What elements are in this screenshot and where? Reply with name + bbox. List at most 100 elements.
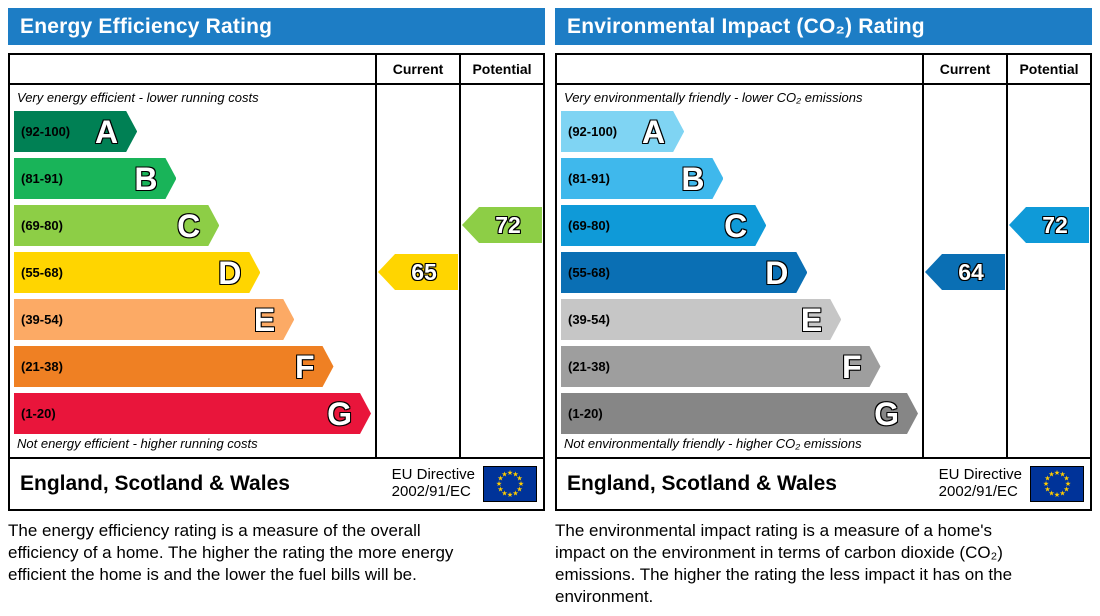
svg-text:★: ★	[507, 469, 513, 477]
environmental-band-chart: Very environmentally friendly - lower CO…	[557, 85, 922, 457]
band-c: (69-80) C	[14, 205, 219, 246]
band-a: (92-100) A	[14, 111, 137, 152]
band-letter: F	[294, 348, 315, 385]
band-range: (21-38)	[568, 359, 610, 374]
band-g: (1-20) G	[561, 393, 918, 434]
top-note: Very environmentally friendly - lower CO…	[564, 90, 863, 105]
svg-text:★: ★	[501, 490, 507, 498]
panel-title-text: Environmental Impact (CO₂) Rating	[567, 14, 925, 38]
band-range: (55-68)	[568, 265, 610, 280]
top-note: Very energy efficient - lower running co…	[17, 90, 259, 105]
eu-directive-line1: EU Directive	[391, 466, 475, 484]
eu-directive-label: EU Directive 2002/91/EC	[391, 466, 475, 501]
svg-text:★: ★	[512, 470, 518, 478]
band-letter: B	[134, 160, 158, 197]
potential-rating-value: 72	[1042, 211, 1068, 238]
bottom-note: Not energy efficient - higher running co…	[17, 436, 258, 451]
empty-header-cell	[557, 55, 922, 83]
table-footer: England, Scotland & Wales EU Directive 2…	[10, 457, 543, 509]
eu-directive-line2: 2002/91/EC	[391, 483, 471, 500]
potential-rating-arrow: 72	[462, 207, 542, 243]
band-range: (92-100)	[21, 124, 71, 139]
energy-efficiency-panel: Energy Efficiency Rating Current Potenti…	[8, 8, 545, 608]
band-b: (81-91) B	[561, 158, 723, 199]
band-d: (55-68) D	[14, 252, 260, 293]
band-list: (92-100) A (81-91) B (69-80) C (55-68) D	[561, 111, 918, 434]
svg-text:★: ★	[497, 475, 503, 483]
band-letter: C	[724, 207, 748, 244]
band-letter: C	[177, 207, 201, 244]
potential-column-header: Potential	[459, 55, 543, 83]
svg-text:★: ★	[1044, 486, 1050, 494]
band-letter: A	[642, 113, 666, 150]
band-a: (92-100) A	[561, 111, 684, 152]
band-range: (92-100)	[568, 124, 618, 139]
bottom-note: Not environmentally friendly - higher CO…	[564, 436, 862, 451]
current-rating-arrow: 64	[925, 254, 1005, 290]
energy-rating-table: Current Potential Very energy efficient …	[8, 53, 545, 511]
potential-rating-arrow: 72	[1009, 207, 1089, 243]
panel-title-text: Energy Efficiency Rating	[20, 14, 273, 38]
svg-text:★: ★	[1065, 480, 1071, 488]
region-label: England, Scotland & Wales	[20, 472, 290, 495]
svg-text:★: ★	[1043, 480, 1049, 488]
band-letter: E	[800, 301, 823, 338]
table-footer: England, Scotland & Wales EU Directive 2…	[557, 457, 1090, 509]
band-e: (39-54) E	[561, 299, 841, 340]
band-letter: F	[841, 348, 862, 385]
band-letter: G	[874, 395, 899, 432]
band-letter: G	[327, 395, 352, 432]
band-range: (39-54)	[568, 312, 610, 327]
band-letter: E	[253, 301, 276, 338]
svg-text:★: ★	[1044, 475, 1050, 483]
svg-text:★: ★	[1054, 469, 1060, 477]
band-range: (69-80)	[21, 218, 63, 233]
current-rating-value: 65	[411, 258, 437, 285]
band-letter: D	[218, 254, 242, 291]
band-range: (81-91)	[568, 171, 610, 186]
band-c: (69-80) C	[561, 205, 766, 246]
band-range: (1-20)	[568, 406, 603, 421]
svg-text:★: ★	[1054, 491, 1060, 499]
potential-column-header: Potential	[1006, 55, 1090, 83]
potential-rating-value: 72	[495, 211, 521, 238]
band-letter: B	[681, 160, 705, 197]
band-g: (1-20) G	[14, 393, 371, 434]
band-range: (81-91)	[21, 171, 63, 186]
table-body: Very environmentally friendly - lower CO…	[557, 85, 1090, 457]
svg-text:★: ★	[1063, 486, 1069, 494]
svg-text:★: ★	[507, 491, 513, 499]
band-f: (21-38) F	[561, 346, 881, 387]
environmental-impact-panel: Environmental Impact (CO₂) Rating Curren…	[555, 8, 1092, 608]
svg-text:★: ★	[497, 486, 503, 494]
svg-text:★: ★	[1048, 490, 1054, 498]
environmental-panel-title: Environmental Impact (CO₂) Rating	[555, 8, 1092, 45]
table-header-row: Current Potential	[10, 55, 543, 85]
panel-description: The environmental impact rating is a mea…	[555, 521, 1013, 607]
svg-text:★: ★	[1063, 475, 1069, 483]
eu-flag-stars: ★ ★★★★★★★★★★★	[1043, 469, 1071, 499]
eu-flag-icon: ★ ★★★★★★★★★★★	[1030, 466, 1084, 502]
band-range: (69-80)	[568, 218, 610, 233]
band-list: (92-100) A (81-91) B (69-80) C (55-68) D	[14, 111, 371, 434]
band-letter: D	[765, 254, 789, 291]
eu-directive-line2: 2002/91/EC	[938, 483, 1018, 500]
current-rating-value: 64	[958, 258, 984, 285]
band-range: (39-54)	[21, 312, 63, 327]
band-range: (21-38)	[21, 359, 63, 374]
eu-flag-stars: ★ ★★★★★★★★★★★	[496, 469, 524, 499]
potential-column: 72	[1006, 85, 1090, 457]
current-column: 64	[922, 85, 1006, 457]
band-b: (81-91) B	[14, 158, 176, 199]
svg-text:★: ★	[516, 486, 522, 494]
region-label: England, Scotland & Wales	[567, 472, 837, 495]
current-rating-arrow: 65	[378, 254, 458, 290]
table-body: Very energy efficient - lower running co…	[10, 85, 543, 457]
current-column: 65	[375, 85, 459, 457]
energy-band-chart: Very energy efficient - lower running co…	[10, 85, 375, 457]
svg-text:★: ★	[496, 480, 502, 488]
svg-text:★: ★	[1048, 470, 1054, 478]
band-range: (55-68)	[21, 265, 63, 280]
svg-text:★: ★	[512, 490, 518, 498]
band-e: (39-54) E	[14, 299, 294, 340]
